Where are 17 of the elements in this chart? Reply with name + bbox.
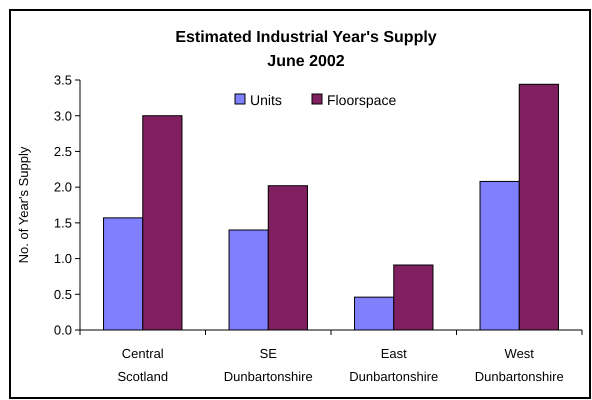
y-tick-label: 0.5 [54, 286, 72, 302]
y-tick-label: 1.5 [54, 215, 72, 230]
y-tick-label: 3.0 [54, 108, 72, 124]
x-tick-label: West Dunbartonshire [474, 346, 564, 384]
y-tick-label: 1.0 [54, 251, 72, 266]
y-tick-label: 2.0 [54, 180, 72, 195]
y-tick-label: 2.5 [54, 144, 72, 159]
y-tick-label: 3.5 [54, 72, 72, 88]
x-tick-label: East Dunbartonshire [349, 346, 438, 384]
legend-label: Floorspace [327, 92, 396, 108]
y-tick-label: 0.0 [54, 322, 72, 338]
chart-subtitle: June 2002 [267, 53, 345, 70]
x-tick-label: SE Dunbartonshire [224, 346, 313, 384]
x-tick-label: Central Scotland [117, 346, 168, 384]
chart-title: Estimated Industrial Year's Supply [175, 29, 437, 46]
legend-label: Units [250, 92, 282, 108]
y-axis-title: No. of Year's Supply [16, 146, 31, 264]
